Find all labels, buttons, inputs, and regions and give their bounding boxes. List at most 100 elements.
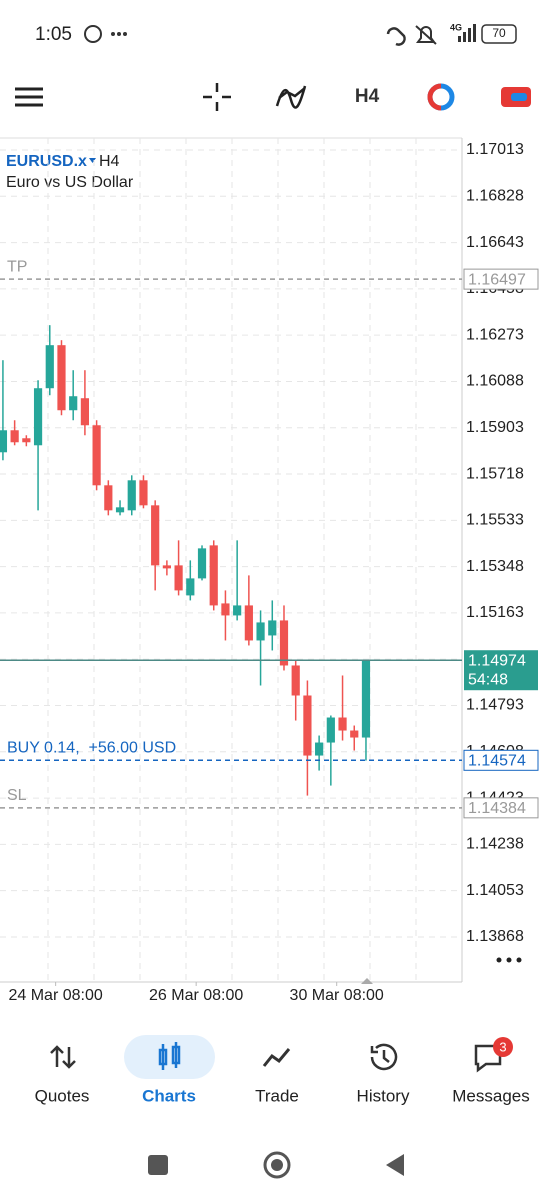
candle-body xyxy=(92,425,101,486)
trade-icon[interactable] xyxy=(262,1048,291,1067)
candle-body xyxy=(104,485,113,511)
x-tick-label: 30 Mar 08:00 xyxy=(290,987,384,1004)
y-tick-label: 1.16273 xyxy=(466,326,524,343)
scroll-marker xyxy=(361,978,373,984)
candle-body xyxy=(197,548,207,579)
level-value: 1.16497 xyxy=(468,271,526,288)
y-tick-label: 1.15533 xyxy=(466,512,524,529)
y-tick-label: 1.14238 xyxy=(466,836,524,853)
candle-body xyxy=(57,345,66,411)
charts-icon[interactable] xyxy=(158,1042,181,1070)
symbol-description: Euro vs US Dollar xyxy=(6,174,134,191)
recents-button[interactable] xyxy=(148,1155,168,1175)
candle-body xyxy=(45,345,54,389)
signal-icon xyxy=(458,24,476,42)
candle-body xyxy=(315,742,324,756)
nav-label[interactable]: Charts xyxy=(142,1086,196,1105)
candle-body xyxy=(361,660,371,738)
candle-body xyxy=(303,695,312,756)
level-value: 1.14384 xyxy=(468,800,526,817)
home-button[interactable] xyxy=(263,1151,291,1179)
nav-label[interactable]: Trade xyxy=(255,1086,299,1105)
messages-badge xyxy=(493,1037,513,1057)
candle-body xyxy=(10,430,19,443)
messages-badge-count: 3 xyxy=(499,1039,506,1054)
candle-body xyxy=(162,565,171,569)
more-icon xyxy=(111,32,127,36)
x-tick-label: 24 Mar 08:00 xyxy=(8,987,102,1004)
chart-menu[interactable] xyxy=(496,957,522,963)
candle-body xyxy=(256,622,265,641)
y-tick-label: 1.14053 xyxy=(466,882,524,899)
y-tick-label: 1.16828 xyxy=(466,188,524,205)
candle-body xyxy=(268,620,277,636)
battery-level: 70 xyxy=(492,26,506,40)
level-box xyxy=(463,268,539,290)
status-time: 1:05 xyxy=(35,24,72,45)
active-tab-pill xyxy=(124,1035,215,1079)
candle-body xyxy=(279,620,289,666)
current-price-box xyxy=(464,650,538,691)
candle-body xyxy=(151,505,160,566)
candle-body xyxy=(326,717,335,743)
candle-body xyxy=(127,480,136,511)
candle-body xyxy=(209,545,218,606)
position-label: BUY 0.14, +56.00 USD xyxy=(7,740,176,757)
candle-body xyxy=(115,507,125,513)
indicators-button[interactable] xyxy=(275,85,307,109)
quotes-icon[interactable] xyxy=(50,1045,76,1069)
symbol[interactable]: EURUSD.x xyxy=(6,153,87,170)
x-tick-label: 26 Mar 08:00 xyxy=(149,987,243,1004)
whatsapp-icon xyxy=(84,25,102,43)
y-tick-label: 1.15903 xyxy=(466,419,524,436)
chart-timeframe: H4 xyxy=(99,153,120,170)
level-box xyxy=(463,797,539,819)
battery xyxy=(481,24,517,44)
back-button[interactable] xyxy=(386,1154,404,1176)
mute-icon xyxy=(415,25,437,45)
nav-label[interactable]: Messages xyxy=(452,1086,529,1105)
history-icon[interactable] xyxy=(370,1043,398,1071)
candle-body xyxy=(139,480,148,506)
candle-body xyxy=(33,388,43,446)
candle-body xyxy=(186,578,195,596)
position-box xyxy=(463,749,539,771)
candle-body xyxy=(244,605,253,641)
y-tick-label: 1.13868 xyxy=(466,928,524,945)
network: 4G xyxy=(450,22,462,32)
candle-body xyxy=(350,730,359,738)
candle-body xyxy=(0,430,8,453)
y-tick-label: 1.15718 xyxy=(466,465,524,482)
y-tick-label: 1.14793 xyxy=(466,697,524,714)
candle-body xyxy=(69,396,78,411)
candle-body xyxy=(338,717,347,731)
level-name: TP xyxy=(7,258,27,275)
chart xyxy=(0,137,463,983)
nav-label[interactable]: History xyxy=(357,1086,410,1105)
candle-body xyxy=(80,398,90,426)
trade-button-inner xyxy=(511,93,527,101)
menu-button[interactable] xyxy=(15,87,43,107)
timeframe-button[interactable]: H4 xyxy=(355,86,380,107)
candle-body xyxy=(233,605,242,616)
candle-body xyxy=(291,665,300,696)
y-tick-label: 1.16088 xyxy=(466,373,524,390)
nav-label[interactable]: Quotes xyxy=(35,1086,90,1105)
level-name: SL xyxy=(7,787,27,804)
candle-body xyxy=(22,438,31,443)
position-value: 1.14574 xyxy=(468,753,526,770)
symbol-dropdown[interactable] xyxy=(89,158,96,163)
home-button-dot xyxy=(271,1159,283,1171)
crosshair-button[interactable] xyxy=(203,83,231,111)
current-price-value: 1.14974 xyxy=(468,652,526,669)
y-tick-label: 1.16643 xyxy=(466,234,524,251)
y-tick-label: 1.17013 xyxy=(466,141,524,158)
signals-button-half xyxy=(427,83,442,111)
bar-timer: 54:48 xyxy=(468,671,508,688)
link-icon xyxy=(386,27,406,46)
y-tick-label: 1.15163 xyxy=(466,604,524,621)
candle-body xyxy=(174,565,183,591)
candle-body xyxy=(221,603,230,616)
